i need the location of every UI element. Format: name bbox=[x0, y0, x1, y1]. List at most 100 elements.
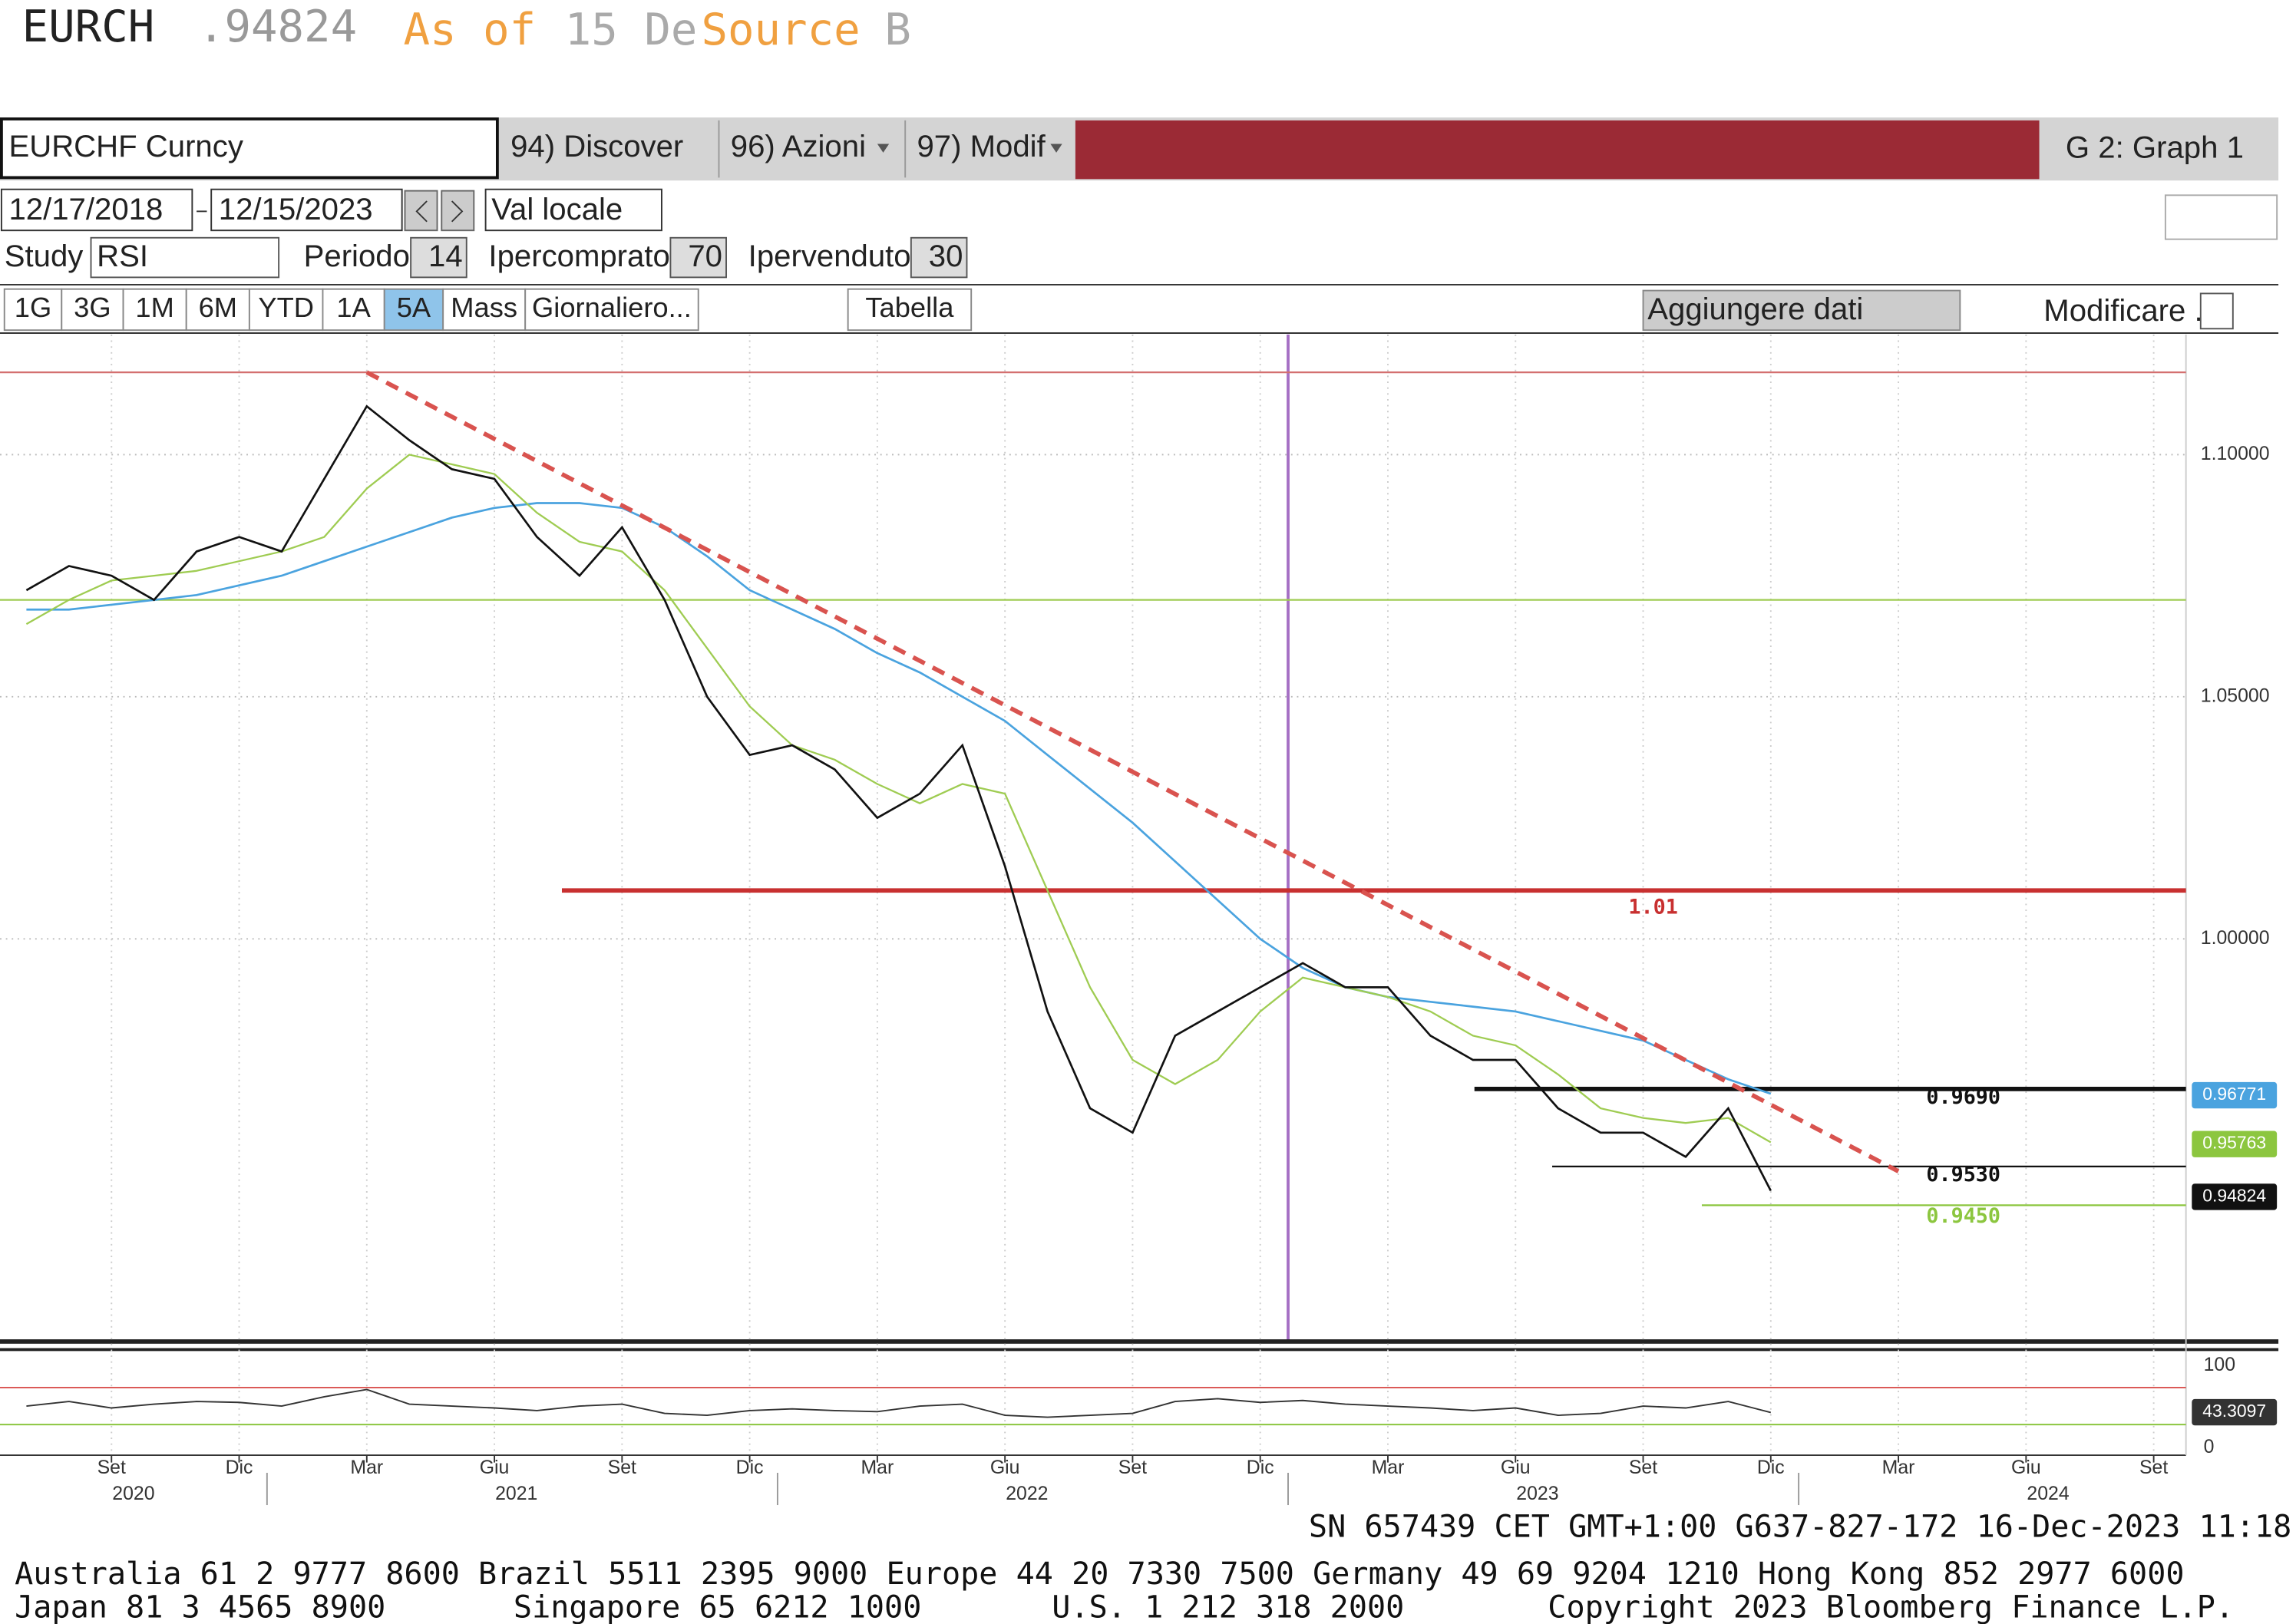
x-tick-label: Mar bbox=[861, 1457, 894, 1478]
range-button[interactable] bbox=[383, 288, 444, 332]
prev-button[interactable] bbox=[404, 190, 438, 232]
title-bar bbox=[1075, 120, 2040, 180]
range-button-label: Mass bbox=[451, 292, 517, 323]
y-tick-label: 0 bbox=[2204, 1437, 2215, 1457]
last-value-label: 43.3097 bbox=[2202, 1401, 2266, 1421]
x-tick-label: Dic bbox=[226, 1457, 253, 1478]
range-button-label: 1G bbox=[15, 292, 51, 323]
last-value-tag bbox=[2192, 1183, 2278, 1210]
source: Source bbox=[702, 4, 861, 55]
range-button-label: 3G bbox=[74, 292, 111, 323]
start-date-box[interactable] bbox=[0, 188, 193, 232]
last-value-label: 0.94824 bbox=[2202, 1186, 2266, 1206]
overbought-box[interactable] bbox=[669, 236, 727, 279]
range-button-label: 5A bbox=[397, 292, 431, 323]
x-tick-label: Dic bbox=[1247, 1457, 1274, 1478]
year-label: 2023 bbox=[1516, 1484, 1558, 1504]
start-date: 12/17/2018 bbox=[8, 192, 163, 226]
level-label: 0.9450 bbox=[1926, 1204, 2000, 1228]
overbought-label: Ipercomprato bbox=[488, 239, 669, 273]
x-tick-label: Set bbox=[2139, 1457, 2168, 1478]
overbought: 70 bbox=[688, 239, 722, 273]
range-button-label: Giornaliero... bbox=[532, 292, 692, 323]
y-tick-label: 100 bbox=[2204, 1355, 2235, 1375]
range-button[interactable] bbox=[248, 288, 324, 332]
level-label: 0.9690 bbox=[1926, 1085, 2000, 1109]
rsi-line bbox=[26, 1388, 1772, 1418]
add-data: Aggiungere dati bbox=[1647, 292, 1863, 326]
study-box[interactable] bbox=[90, 236, 280, 279]
last-value-tag bbox=[2192, 1131, 2278, 1157]
date: 15 De bbox=[565, 4, 698, 55]
add-data-box[interactable] bbox=[1642, 289, 1961, 332]
level-label: 1.01 bbox=[1628, 896, 1677, 919]
panel-divider bbox=[0, 1339, 2279, 1344]
y-tick-label: 1.05000 bbox=[2201, 685, 2270, 706]
dropdown-arrow bbox=[1050, 144, 1062, 153]
year-label: 2024 bbox=[2027, 1484, 2069, 1504]
range-button[interactable] bbox=[3, 288, 63, 332]
x-tick-label: Set bbox=[608, 1457, 636, 1478]
year-label: 2021 bbox=[495, 1484, 537, 1504]
dropdown-arrow bbox=[877, 144, 890, 153]
range-buttons: 1G 3G 1M 6M YTD 1A 5A Mass Giornaliero... Tabella bbox=[3, 288, 973, 332]
x-tick-label: Giu bbox=[480, 1457, 510, 1478]
oversold: 30 bbox=[929, 239, 963, 273]
year-label: 2020 bbox=[112, 1484, 154, 1504]
range-button-label: 6M bbox=[199, 292, 237, 323]
range-button[interactable] bbox=[524, 288, 699, 332]
ticker: EURCH bbox=[22, 1, 155, 52]
x-tick-label: Set bbox=[1118, 1457, 1147, 1478]
graph-name: G 2: Graph 1 bbox=[2066, 130, 2244, 165]
end-date-box[interactable] bbox=[210, 188, 403, 232]
x-tick-label: Mar bbox=[1372, 1457, 1405, 1478]
contacts: Copyright 2023 Bloomberg Finance L.P. bbox=[1548, 1590, 2234, 1624]
last-value-label: 0.96771 bbox=[2202, 1084, 2266, 1104]
contacts: Japan 81 3 4565 8900 bbox=[15, 1590, 385, 1624]
source-value: B bbox=[884, 4, 911, 55]
x-tick-label: Set bbox=[1629, 1457, 1657, 1478]
contacts: U.S. 1 212 318 2000 bbox=[1052, 1590, 1404, 1624]
range-button[interactable] bbox=[322, 288, 385, 332]
study: RSI bbox=[97, 239, 148, 273]
x-tick-label: Mar bbox=[350, 1457, 383, 1478]
as-of: As of bbox=[404, 4, 537, 55]
series-line bbox=[365, 370, 1900, 1173]
last-value-tag bbox=[2192, 1081, 2278, 1109]
y-tick-label: 1.00000 bbox=[2201, 928, 2270, 949]
security: EURCHF Curncy bbox=[8, 129, 243, 163]
x-tick-label: Mar bbox=[1882, 1457, 1915, 1478]
modif-button[interactable]: 97) Modif bbox=[917, 129, 1046, 163]
study-label: Study bbox=[5, 239, 84, 273]
year-label: 2022 bbox=[1006, 1484, 1048, 1504]
edit-button[interactable]: Modificare ... bbox=[2043, 293, 2220, 328]
azioni-button[interactable]: 96) Azioni bbox=[731, 129, 866, 163]
price: .94824 bbox=[198, 1, 357, 52]
currency-box[interactable] bbox=[484, 188, 662, 232]
last-value-tag bbox=[2192, 1398, 2278, 1426]
contacts: Australia 61 2 9777 8600 Brazil 5511 239… bbox=[15, 1556, 2184, 1592]
series-line bbox=[25, 454, 1772, 1144]
range-button[interactable] bbox=[847, 288, 973, 332]
contacts: Singapore 65 6212 1000 bbox=[514, 1590, 921, 1624]
range-button[interactable] bbox=[122, 288, 187, 332]
oversold-box[interactable] bbox=[910, 236, 968, 279]
range-button-label: 1A bbox=[336, 292, 371, 323]
settings-icon[interactable] bbox=[2199, 292, 2234, 330]
x-tick-label: Giu bbox=[990, 1457, 1020, 1478]
range-button[interactable] bbox=[61, 288, 124, 332]
period-box[interactable] bbox=[410, 236, 467, 279]
range-button[interactable] bbox=[442, 288, 527, 332]
next-button[interactable] bbox=[441, 190, 475, 232]
x-tick-label: Giu bbox=[1501, 1457, 1531, 1478]
security-box[interactable] bbox=[0, 117, 499, 180]
discover-button[interactable]: 94) Discover bbox=[510, 129, 683, 163]
level-label: 0.9530 bbox=[1926, 1163, 2000, 1187]
panel-divider bbox=[0, 1348, 2279, 1352]
undo-redo[interactable] bbox=[2164, 194, 2278, 240]
x-tick-label: Dic bbox=[1757, 1457, 1785, 1478]
x-tick-label: Giu bbox=[2011, 1457, 2041, 1478]
series-line bbox=[26, 502, 1772, 1095]
